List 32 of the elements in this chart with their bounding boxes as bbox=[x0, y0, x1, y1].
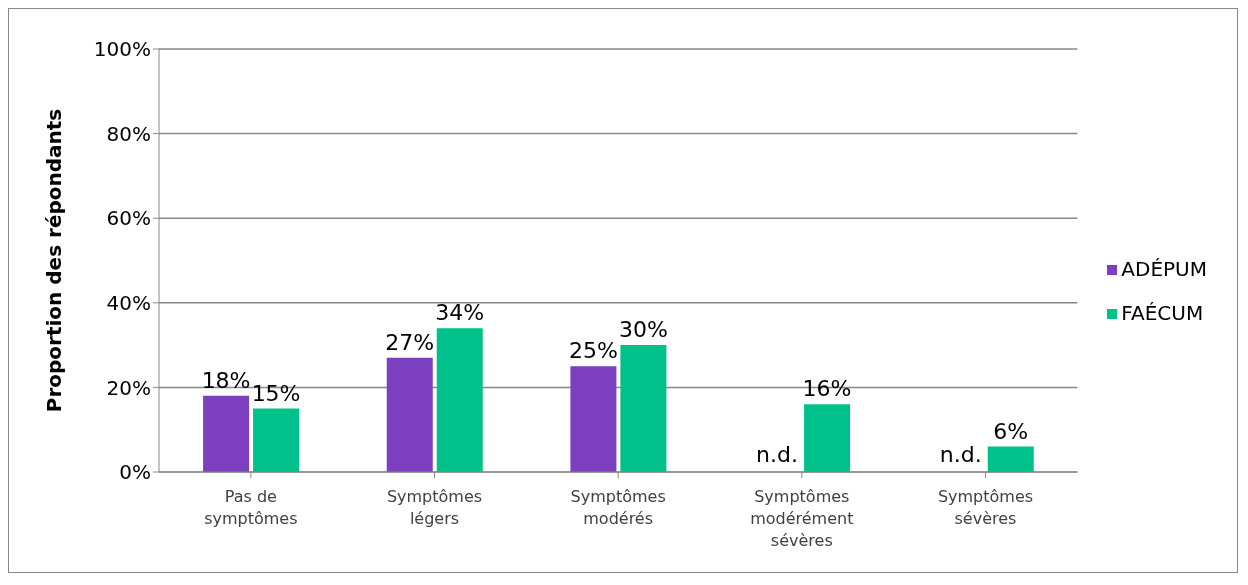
x-tick-label: Symptômes légers bbox=[386, 487, 483, 528]
bar bbox=[620, 345, 667, 472]
y-tick-label: 80% bbox=[106, 121, 151, 146]
bar bbox=[203, 395, 250, 472]
x-tick-label: Pas de symptômes bbox=[204, 487, 298, 528]
data-label: 30% bbox=[618, 317, 668, 343]
data-label: 6% bbox=[993, 418, 1029, 444]
bar bbox=[570, 366, 617, 472]
y-tick-label: 0% bbox=[119, 460, 151, 485]
x-tick-label: Symptômes modérément sévères bbox=[750, 487, 854, 550]
y-tick-label: 20% bbox=[106, 375, 151, 400]
bar bbox=[386, 357, 433, 472]
y-tick-label: 40% bbox=[106, 290, 151, 315]
data-label: 15% bbox=[251, 380, 301, 406]
bar bbox=[253, 408, 300, 472]
x-tick-label: Symptômes modérés bbox=[570, 487, 666, 528]
bar bbox=[804, 404, 851, 472]
text: n.d. bbox=[756, 442, 799, 467]
legend-label: ADÉPUM bbox=[1121, 256, 1207, 281]
x-tick-label: Symptômes sévères bbox=[937, 487, 1034, 528]
y-tick-label: 60% bbox=[106, 206, 151, 231]
y-axis-title: Proportion des répondants bbox=[42, 108, 67, 413]
legend-label: FAÉCUM bbox=[1121, 300, 1204, 325]
data-label: 16% bbox=[802, 376, 852, 402]
data-label: 34% bbox=[435, 300, 485, 326]
y-tick-label: 100% bbox=[93, 37, 151, 62]
text: n.d. bbox=[939, 442, 982, 467]
bar bbox=[987, 446, 1034, 472]
data-label: 25% bbox=[568, 338, 618, 364]
data-label: 18% bbox=[201, 367, 251, 393]
bar bbox=[436, 328, 483, 472]
data-label: 27% bbox=[385, 329, 435, 355]
